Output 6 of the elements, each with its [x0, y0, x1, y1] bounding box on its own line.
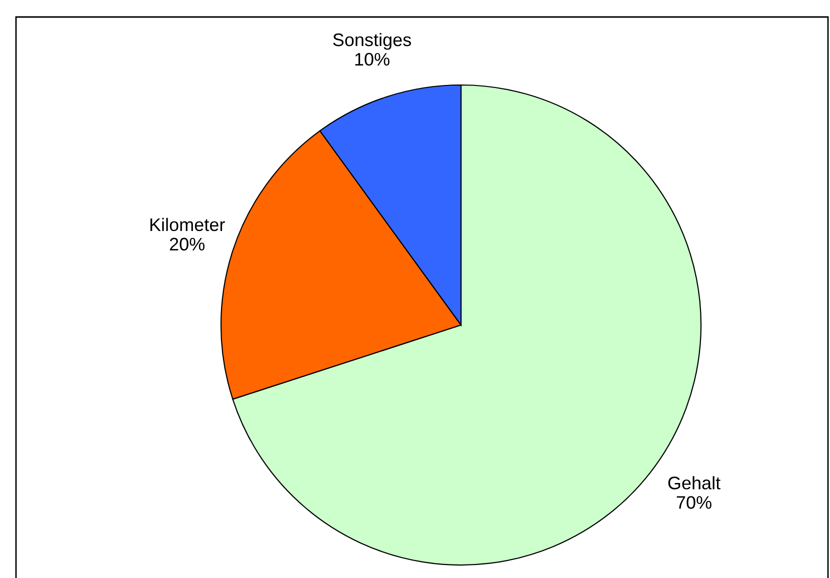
- data-label: 10%: [355, 52, 390, 66]
- slice-label: Kilometer: [150, 218, 225, 232]
- slice-label: Sonstiges: [333, 32, 411, 50]
- data-label: 70%: [676, 496, 712, 509]
- data-label: 20%: [170, 238, 205, 251]
- slice-label: Gehalt: [668, 476, 720, 490]
